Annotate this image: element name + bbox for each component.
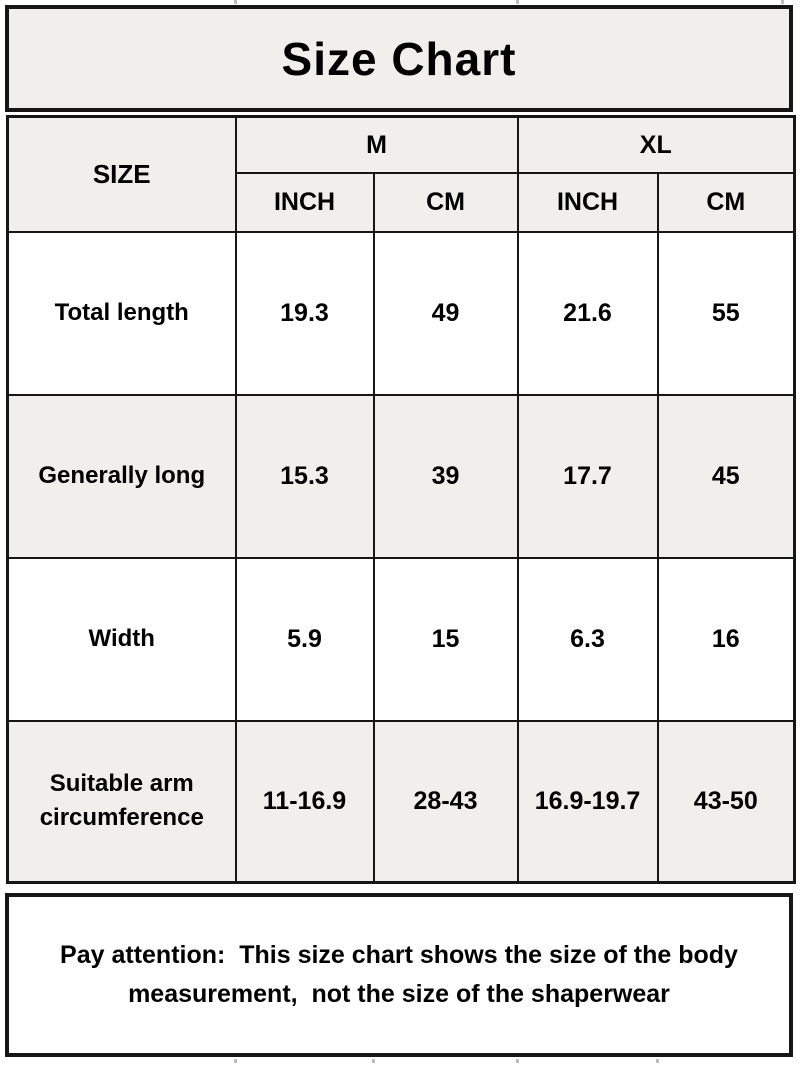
- unit-header-m-cm: CM: [372, 172, 519, 234]
- unit-header-xl-inch: INCH: [516, 172, 659, 234]
- size-corner-header: SIZE: [6, 115, 237, 234]
- size-table: SIZE M XL INCH CM INCH CM Total length 1…: [6, 115, 797, 884]
- row-label: Total length: [6, 231, 237, 397]
- row-label: Width: [6, 556, 237, 722]
- table-row-width: Width 5.9 15 6.3 16: [6, 556, 796, 722]
- table-row-arm-circumference: Suitable arm circumference 11-16.9 28-43…: [6, 719, 796, 884]
- artifact-dash: [516, 1059, 519, 1063]
- cell-value: 16: [656, 556, 796, 722]
- chart-title-box: Size Chart: [5, 5, 793, 112]
- unit-header-row: INCH CM INCH CM: [8, 172, 796, 234]
- page-title: Size Chart: [281, 32, 517, 85]
- artifact-dash: [781, 0, 784, 4]
- cell-value: 21.6: [516, 231, 659, 397]
- table-row-total-length: Total length 19.3 49 21.6 55: [6, 231, 796, 397]
- cell-value: 16.9-19.7: [516, 719, 659, 884]
- cell-value: 49: [372, 231, 519, 397]
- cell-value: 5.9: [234, 556, 375, 722]
- row-label: Generally long: [6, 394, 237, 559]
- artifact-dash: [656, 1059, 659, 1063]
- artifact-dash: [234, 0, 237, 4]
- cell-value: 43-50: [656, 719, 796, 884]
- cell-value: 17.7: [516, 394, 659, 559]
- artifact-dash: [516, 0, 519, 4]
- cell-value: 19.3: [234, 231, 375, 397]
- unit-header-m-inch: INCH: [234, 172, 375, 234]
- attention-note-line1: Pay attention: This size chart shows the…: [60, 941, 738, 969]
- attention-note-box: Pay attention: This size chart shows the…: [5, 893, 793, 1057]
- cell-value: 15: [372, 556, 519, 722]
- row-label: Suitable arm circumference: [6, 719, 237, 884]
- size-group-m: M: [234, 115, 519, 175]
- cell-value: 6.3: [516, 556, 659, 722]
- artifact-dash: [234, 1059, 237, 1063]
- attention-note-line2: measurement, not the size of the shaperw…: [128, 980, 670, 1008]
- size-group-header-row: SIZE M XL: [6, 115, 796, 234]
- size-group-xl: XL: [516, 115, 796, 175]
- cell-value: 28-43: [372, 719, 519, 884]
- cell-value: 11-16.9: [234, 719, 375, 884]
- table-row-generally-long: Generally long 15.3 39 17.7 45: [6, 394, 796, 559]
- cell-value: 15.3: [234, 394, 375, 559]
- unit-header-xl-cm: CM: [656, 172, 796, 234]
- artifact-dash: [372, 1059, 375, 1063]
- cell-value: 39: [372, 394, 519, 559]
- cell-value: 55: [656, 231, 796, 397]
- cell-value: 45: [656, 394, 796, 559]
